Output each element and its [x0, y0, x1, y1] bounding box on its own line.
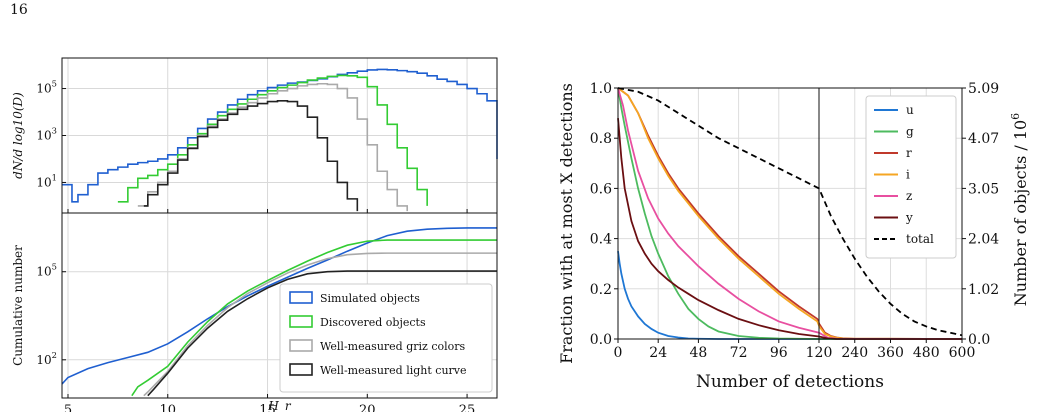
x-tick-label: 0 [614, 345, 623, 361]
x-tick-label: 120 [806, 345, 833, 361]
bottom-x-axis-label: H_r [267, 399, 291, 412]
y-tick-label: 0.6 [590, 181, 612, 197]
x-tick-label: 240 [841, 345, 868, 361]
x-tick-label: 48 [689, 345, 707, 361]
y-tick-label-exp: 5 [52, 79, 57, 89]
y2-tick-label: 1.02 [968, 282, 999, 298]
right-y-axis-label: Fraction with at most X detections [557, 83, 576, 364]
series-line-g [617, 87, 962, 340]
y-tick-label: 101 [36, 172, 57, 189]
y-tick-label-base: 10 [36, 82, 51, 96]
legend-label: Well-measured light curve [320, 364, 467, 377]
legend-label: i [906, 168, 910, 182]
right-x-axis-label: Number of detections [696, 372, 884, 392]
legend-label: Discovered objects [320, 316, 426, 329]
legend-swatch [289, 339, 313, 352]
series-line-0 [62, 68, 498, 203]
y-tick-label: 0.2 [590, 282, 612, 298]
series-line-1 [117, 74, 428, 206]
y-tick-label: 1.0 [590, 81, 612, 97]
axes-frame [617, 87, 963, 340]
y-tick-label-exp: 5 [52, 262, 57, 272]
y-tick-label-exp: 2 [52, 350, 57, 360]
legend-label: Well-measured griz colors [320, 340, 465, 353]
y-tick-label: 102 [36, 350, 57, 367]
legend-label: g [906, 125, 914, 139]
legend-swatch [289, 363, 313, 376]
y-tick-label-base: 10 [36, 175, 51, 189]
y2-tick-label: 4.07 [968, 131, 999, 147]
detections-fraction-panel: 0 24 48 72 96 120 240 360 480 6000.00.20.40.60.81… [557, 81, 1030, 392]
axes-frame [61, 212, 498, 399]
y-tick-label-base: 10 [36, 265, 51, 279]
x-tick-label: 360 [877, 345, 904, 361]
x-tick-label: 96 [770, 345, 788, 361]
legend-label: Simulated objects [320, 292, 420, 305]
legend-label: y [905, 211, 913, 225]
y-tick-label: 0.8 [590, 131, 612, 147]
x-tick-label: 10 [159, 403, 176, 412]
series-line-1 [131, 239, 497, 397]
x-tick-label: 25 [459, 403, 476, 412]
y-tick-label: 0.0 [590, 332, 612, 348]
y-tick-label-exp: 1 [52, 172, 57, 182]
y-tick-label: 105 [36, 262, 57, 279]
series-line-0 [61, 227, 497, 385]
y2-tick-label: 2.04 [968, 232, 999, 248]
y2-label-exp: 6 [1009, 113, 1022, 120]
x-tick-label: 72 [730, 345, 748, 361]
y-tick-label: 0.4 [590, 232, 612, 248]
series-line-3 [143, 100, 359, 212]
right-y2-axis-label: Number of objects / 106 [1009, 113, 1030, 306]
x-tick-label: 600 [949, 345, 976, 361]
bottom-legend: Simulated objects Discovered objects Well-… [279, 283, 493, 393]
y-tick-label-base: 10 [36, 353, 51, 367]
top-y-axis-label: dN/d log10(D) [11, 92, 25, 179]
legend-label: z [906, 189, 912, 203]
bottom-y-axis-label: Cumulative number [11, 245, 25, 366]
series-line-2 [143, 252, 497, 397]
legend-label: u [906, 103, 914, 117]
x-tick-label: 15 [259, 403, 276, 412]
y2-tick-label: 3.05 [968, 181, 999, 197]
x-tick-label: 5 [64, 403, 72, 412]
y2-tick-label: 0.0 [968, 332, 990, 348]
series-line-3 [147, 270, 497, 397]
y-tick-label: 103 [36, 126, 57, 143]
y2-label-base: Number of objects / 10 [1011, 120, 1030, 306]
y-tick-label-base: 10 [36, 129, 51, 143]
y2-tick-label: 5.09 [968, 81, 999, 97]
legend-swatch [289, 315, 313, 328]
y-tick-label: 105 [36, 79, 57, 96]
y-tick-label-exp: 3 [52, 126, 57, 136]
series-line-y [617, 118, 962, 340]
x-tick-label: 20 [359, 403, 376, 412]
legend-box [279, 283, 493, 393]
x-tick-label: 24 [649, 345, 667, 361]
legend-label: r [906, 146, 912, 160]
page-number: 16 [10, 2, 28, 18]
legend-label: total [906, 232, 934, 246]
legend-swatch [289, 291, 313, 304]
x-tick-label: 480 [913, 345, 940, 361]
series-line-total [617, 87, 963, 337]
series-line-i [617, 87, 963, 340]
